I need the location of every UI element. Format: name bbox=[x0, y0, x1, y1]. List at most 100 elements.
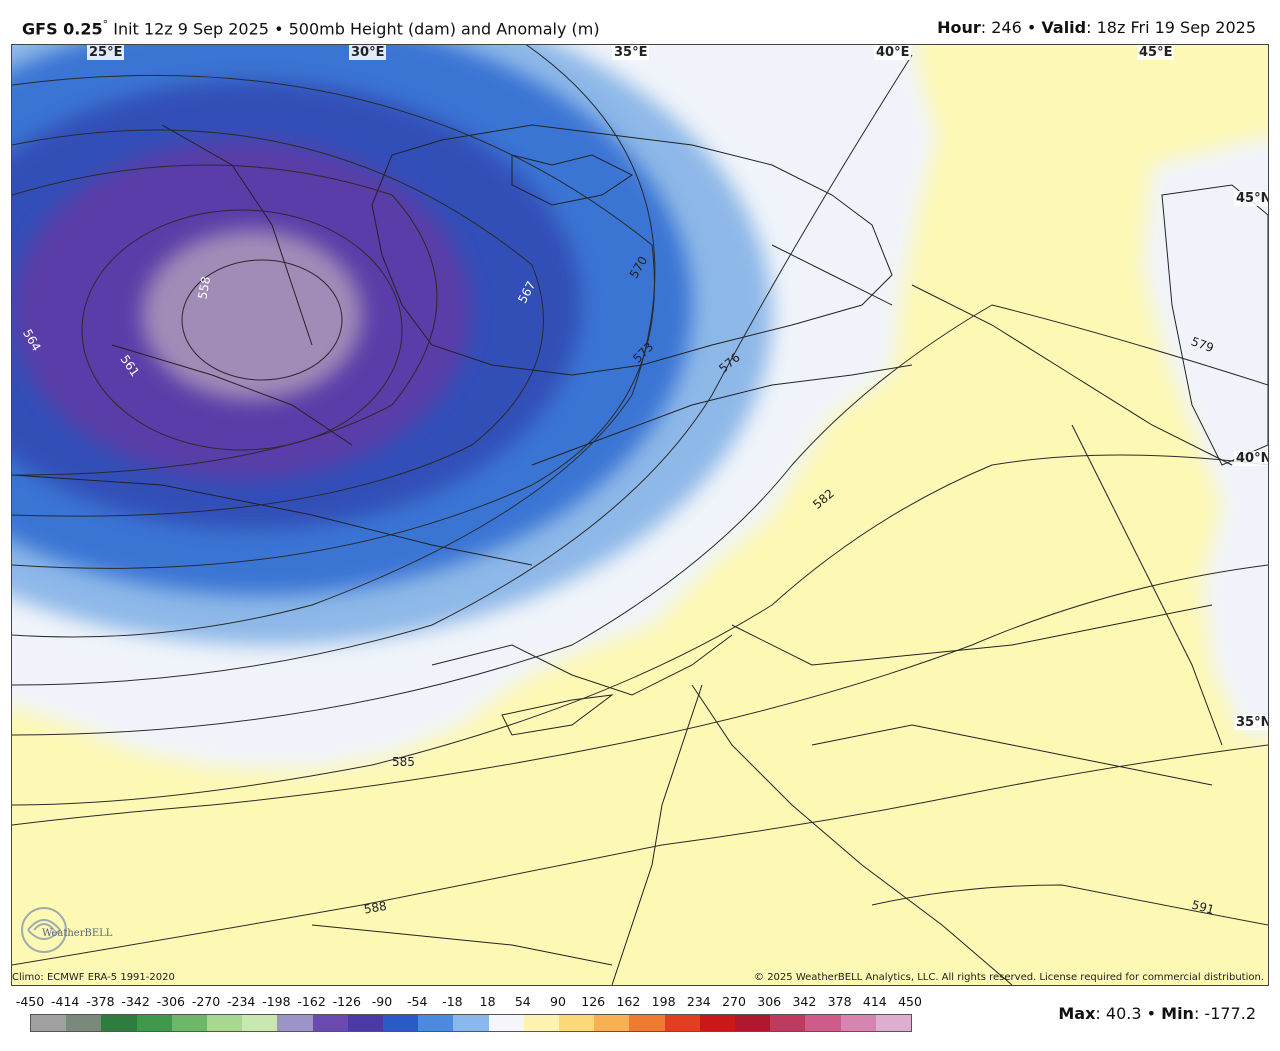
legend-color-cell bbox=[418, 1015, 454, 1031]
copyright-note: © 2025 WeatherBELL Analytics, LLC. All r… bbox=[754, 972, 1264, 983]
legend-color-cell bbox=[207, 1015, 243, 1031]
lat-label-40n: 40°N bbox=[1234, 451, 1268, 466]
maxmin-separator: • bbox=[1146, 1004, 1157, 1023]
border-9 bbox=[811, 724, 1213, 786]
min-value: : -177.2 bbox=[1193, 1004, 1256, 1023]
lon-label-30e: 30°E bbox=[349, 45, 387, 60]
svg-text:WeatherBELL: WeatherBELL bbox=[42, 928, 113, 939]
legend-tick-label: -234 bbox=[227, 994, 256, 1009]
legend-color-cell bbox=[242, 1015, 278, 1031]
legend-tick-label: 90 bbox=[550, 994, 566, 1009]
egypt-coast bbox=[311, 924, 613, 966]
border-3 bbox=[691, 684, 1013, 985]
header-title: GFS 0.25° Init 12z 9 Sep 2025 • 500mb He… bbox=[22, 18, 600, 38]
legend-tick-label: -18 bbox=[442, 994, 463, 1009]
legend-tick-label: 450 bbox=[898, 994, 922, 1009]
legend-color-cell bbox=[136, 1015, 172, 1031]
model-name: GFS 0.25 bbox=[22, 19, 103, 39]
contour-579 bbox=[12, 304, 1268, 736]
legend-color-cell bbox=[770, 1015, 806, 1031]
legend-tick-label: 378 bbox=[827, 994, 852, 1009]
legend-color-cell bbox=[805, 1015, 841, 1031]
weatherbell-logo: WeatherBELL bbox=[21, 907, 113, 953]
legend-color-cell bbox=[66, 1015, 102, 1031]
hour-label: Hour bbox=[937, 18, 981, 37]
legend-tick-label: 342 bbox=[792, 994, 817, 1009]
legend-color-cell bbox=[664, 1015, 700, 1031]
contour-591 bbox=[871, 884, 1268, 926]
map-panel[interactable]: 558 561 564 567 570 573 576 579 582 585 … bbox=[11, 44, 1269, 986]
contour-585 bbox=[12, 564, 1268, 826]
legend-color-cell bbox=[523, 1015, 560, 1031]
legend-tick-label: -450 bbox=[15, 994, 45, 1009]
contour-label-588: 588 bbox=[363, 899, 388, 917]
contour-576 bbox=[12, 54, 913, 686]
legend-tick-label: -54 bbox=[406, 994, 428, 1009]
border-8 bbox=[111, 344, 353, 446]
legend-color-cell bbox=[699, 1015, 736, 1031]
contour-570 bbox=[12, 74, 655, 569]
color-legend: -450 -414 -378 -342 -306 -270 -234 -198 -162 -126… bbox=[0, 990, 1280, 1051]
legend-color-cell bbox=[488, 1015, 524, 1031]
legend-tick-label: -162 bbox=[297, 994, 326, 1009]
max-min-readout: Max: 40.3 • Min: -177.2 bbox=[1058, 1004, 1256, 1023]
valid-label: Valid bbox=[1041, 18, 1087, 37]
map-header: GFS 0.25° Init 12z 9 Sep 2025 • 500mb He… bbox=[0, 0, 1280, 44]
lon-label-40e: 40°E bbox=[874, 45, 912, 60]
legend-tick-label: -90 bbox=[371, 994, 393, 1009]
contour-582 bbox=[12, 454, 1268, 806]
legend-color-cell bbox=[875, 1015, 912, 1031]
lon-label-45e: 45°E bbox=[1137, 45, 1175, 60]
contour-567 bbox=[12, 129, 544, 517]
contour-label-591: 591 bbox=[1190, 898, 1216, 917]
legend-tick-label: 306 bbox=[757, 994, 782, 1009]
legend-tick-label: 18 bbox=[479, 994, 496, 1009]
border-4 bbox=[911, 284, 1233, 466]
legend-color-cell bbox=[559, 1015, 595, 1031]
borders bbox=[12, 124, 1268, 985]
legend-color-cell bbox=[629, 1015, 665, 1031]
legend-color-cell bbox=[347, 1015, 384, 1031]
hour-value: : 246 bbox=[980, 18, 1022, 37]
legend-color-cell bbox=[840, 1015, 876, 1031]
legend-color-cell bbox=[453, 1015, 489, 1031]
legend-color-cell bbox=[171, 1015, 208, 1031]
contour-561 bbox=[81, 209, 403, 451]
header-valid: Hour: 246 • Valid: 18z Fri 19 Sep 2025 bbox=[937, 18, 1256, 37]
degree-mark: ° bbox=[102, 18, 109, 31]
max-label: Max bbox=[1058, 1004, 1096, 1023]
legend-tick-label: -306 bbox=[156, 994, 185, 1009]
contour-573 bbox=[12, 45, 656, 638]
turkey-north-coast bbox=[531, 364, 913, 466]
border-1 bbox=[12, 474, 533, 566]
legend-colorbar bbox=[30, 1014, 912, 1032]
low-center-anomaly bbox=[142, 230, 362, 400]
legend-color-cell bbox=[31, 1015, 67, 1031]
turkey-south-coast bbox=[431, 634, 733, 696]
contour-558 bbox=[181, 259, 343, 381]
legend-tick-label: 54 bbox=[514, 994, 531, 1009]
legend-tick-label: 414 bbox=[862, 994, 887, 1009]
lon-label-35e: 35°E bbox=[612, 45, 650, 60]
legend-ticks: -450 -414 -378 -342 -306 -270 -234 -198 -162 -126… bbox=[16, 994, 922, 1010]
legend-color-cell bbox=[312, 1015, 348, 1031]
legend-tick-label: 270 bbox=[722, 994, 746, 1009]
legend-tick-label: -414 bbox=[51, 994, 80, 1009]
contour-588 bbox=[12, 744, 1268, 966]
climo-note: Climo: ECMWF ERA-5 1991-2020 bbox=[12, 972, 175, 983]
lat-label-45n: 45°N bbox=[1234, 191, 1268, 206]
legend-color-cell bbox=[594, 1015, 630, 1031]
legend-tick-label: 126 bbox=[581, 994, 606, 1009]
legend-tick-label: 234 bbox=[686, 994, 711, 1009]
lon-label-25e: 25°E bbox=[87, 45, 125, 60]
header-separator-2: • bbox=[1026, 18, 1037, 37]
legend-tick-label: -378 bbox=[86, 994, 115, 1009]
legend-tick-label: -270 bbox=[191, 994, 221, 1009]
crimea bbox=[511, 154, 633, 206]
legend-color-cell bbox=[383, 1015, 419, 1031]
contour-label-585: 585 bbox=[392, 755, 415, 769]
border-7 bbox=[161, 124, 313, 346]
legend-color-cell bbox=[735, 1015, 771, 1031]
legend-tick-label: 198 bbox=[651, 994, 676, 1009]
border-2 bbox=[731, 604, 1213, 666]
